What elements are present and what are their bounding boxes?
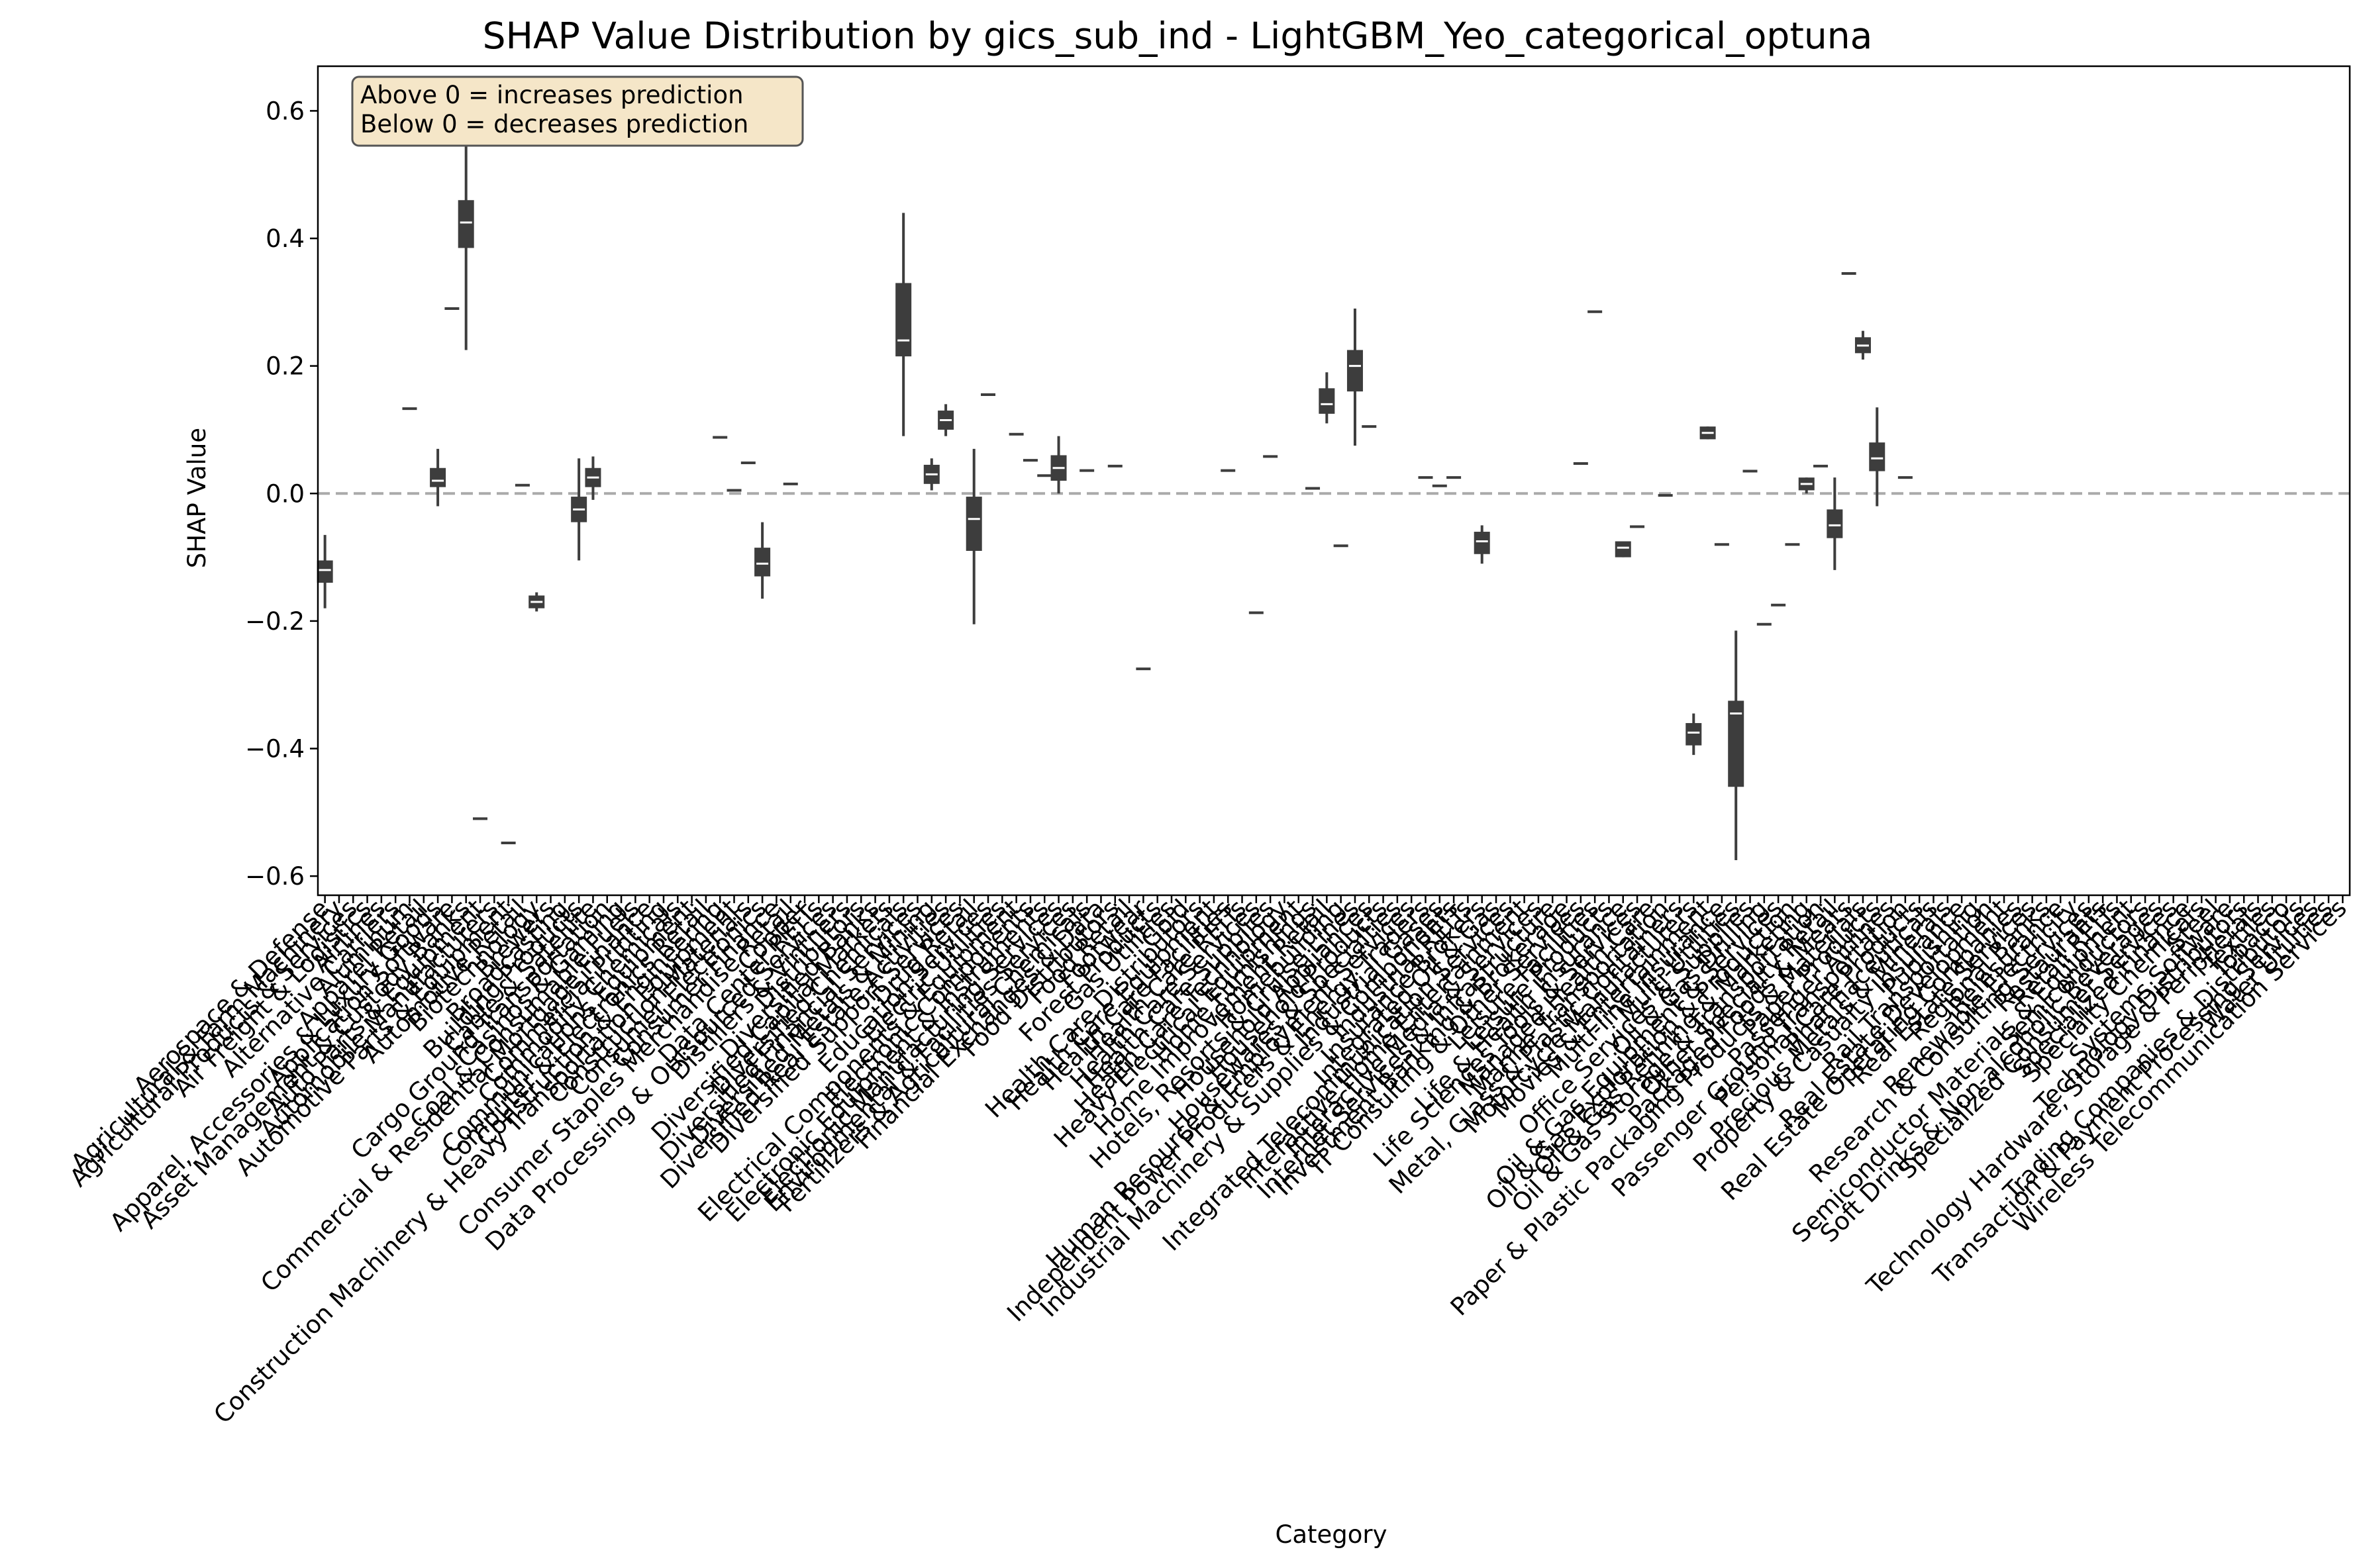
x-axis-label: Category <box>1275 1520 1387 1549</box>
annotation-box <box>351 75 804 147</box>
annotation-line: Above 0 = increases prediction <box>360 81 744 109</box>
y-tick-label: 0.6 <box>266 97 305 125</box>
y-tick-label: −0.4 <box>245 734 305 763</box>
y-tick-label: −0.2 <box>245 607 305 636</box>
box-body <box>895 283 912 357</box>
box-body <box>1827 509 1843 538</box>
box-body <box>317 560 333 583</box>
box-body <box>966 497 982 551</box>
y-tick-label: 0.4 <box>266 224 305 253</box>
y-tick-label: −0.6 <box>245 862 305 891</box>
box-body <box>1685 722 1702 746</box>
y-tick-label: 0.2 <box>266 352 305 381</box>
box-body <box>1615 541 1631 558</box>
box-body <box>1319 388 1335 414</box>
axes-frame <box>317 65 2351 897</box>
chart-title: SHAP Value Distribution by gics_sub_ind … <box>483 15 1873 57</box>
annotation-line: Below 0 = decreases prediction <box>360 110 748 138</box>
box-body <box>1728 701 1744 787</box>
y-axis-label: SHAP Value <box>183 428 211 568</box>
y-tick-label: 0.0 <box>266 479 305 508</box>
box-body <box>1474 532 1490 554</box>
box-body <box>1346 350 1363 392</box>
box-body <box>1869 442 1885 471</box>
box-body <box>430 467 446 487</box>
box-body <box>458 200 474 248</box>
box-body <box>754 548 771 577</box>
